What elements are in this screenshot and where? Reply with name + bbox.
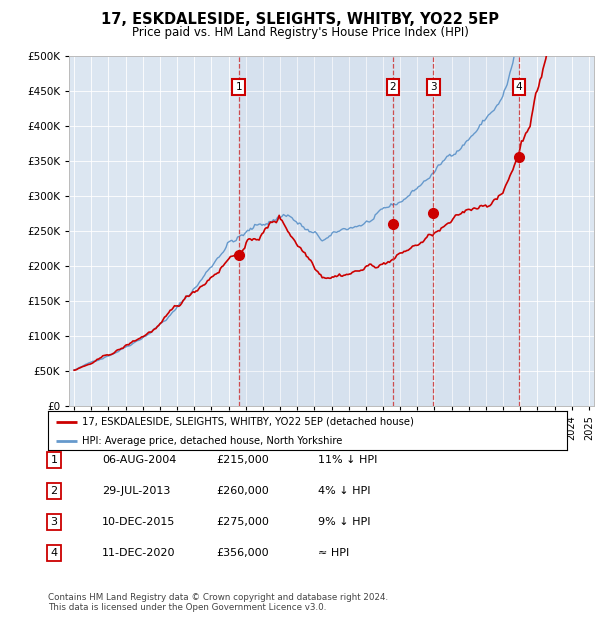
Text: 17, ESKDALESIDE, SLEIGHTS, WHITBY, YO22 5EP: 17, ESKDALESIDE, SLEIGHTS, WHITBY, YO22 … [101, 12, 499, 27]
Text: 11% ↓ HPI: 11% ↓ HPI [318, 455, 377, 465]
Text: £215,000: £215,000 [216, 455, 269, 465]
Bar [239, 56, 519, 406]
Text: 3: 3 [430, 82, 437, 92]
Text: 10-DEC-2015: 10-DEC-2015 [102, 517, 175, 527]
Text: 1: 1 [50, 455, 58, 465]
Text: 2: 2 [50, 486, 58, 496]
Text: ≈ HPI: ≈ HPI [318, 548, 349, 558]
Text: £275,000: £275,000 [216, 517, 269, 527]
Text: 2: 2 [389, 82, 396, 92]
Text: 3: 3 [50, 517, 58, 527]
Text: 17, ESKDALESIDE, SLEIGHTS, WHITBY, YO22 5EP (detached house): 17, ESKDALESIDE, SLEIGHTS, WHITBY, YO22 … [82, 417, 413, 427]
Text: 4: 4 [516, 82, 523, 92]
Text: HPI: Average price, detached house, North Yorkshire: HPI: Average price, detached house, Nort… [82, 436, 342, 446]
Text: 1: 1 [235, 82, 242, 92]
Text: 06-AUG-2004: 06-AUG-2004 [102, 455, 176, 465]
Text: 4: 4 [50, 548, 58, 558]
Text: £260,000: £260,000 [216, 486, 269, 496]
Text: 4% ↓ HPI: 4% ↓ HPI [318, 486, 371, 496]
Text: 9% ↓ HPI: 9% ↓ HPI [318, 517, 371, 527]
Text: Contains HM Land Registry data © Crown copyright and database right 2024.
This d: Contains HM Land Registry data © Crown c… [48, 593, 388, 613]
Text: £356,000: £356,000 [216, 548, 269, 558]
Text: 11-DEC-2020: 11-DEC-2020 [102, 548, 176, 558]
Text: 29-JUL-2013: 29-JUL-2013 [102, 486, 170, 496]
Text: Price paid vs. HM Land Registry's House Price Index (HPI): Price paid vs. HM Land Registry's House … [131, 26, 469, 38]
